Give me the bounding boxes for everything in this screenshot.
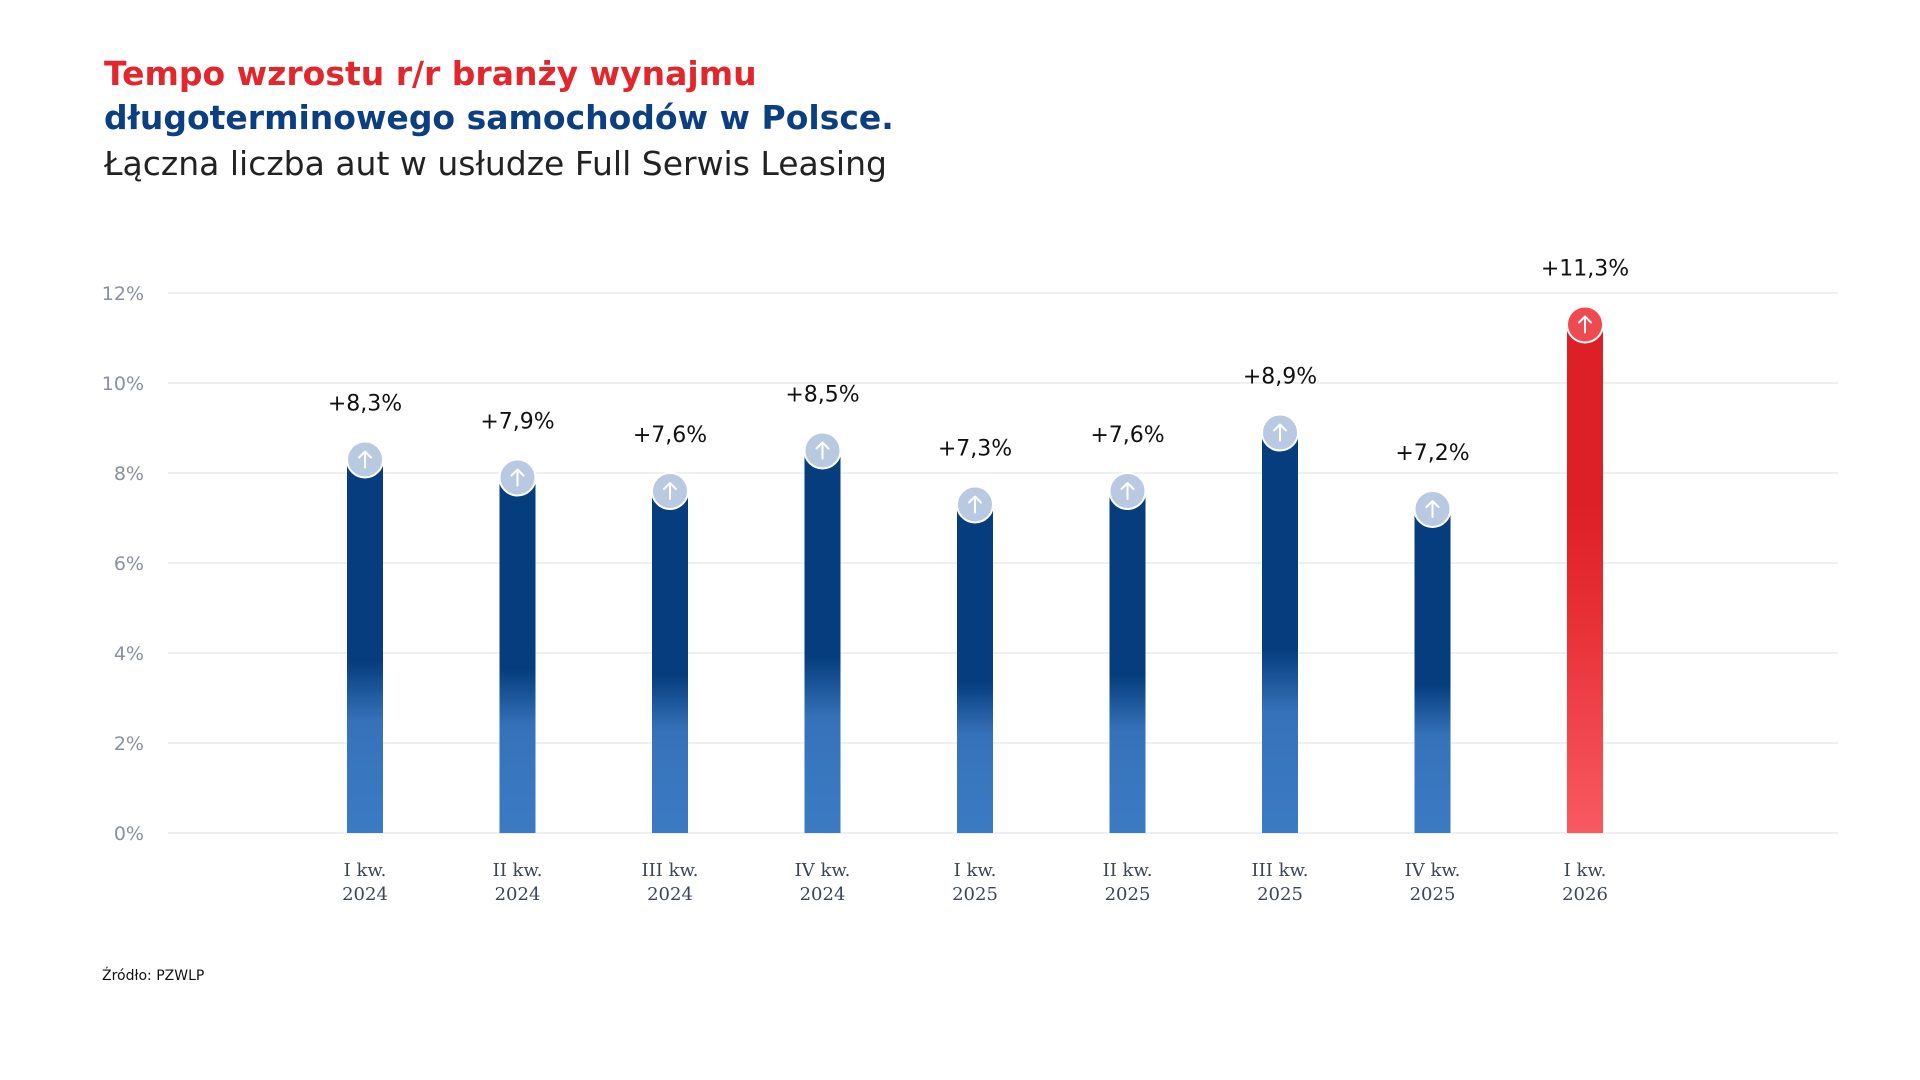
y-tick-label: 0% xyxy=(114,823,144,845)
arrow-up-icon xyxy=(1261,413,1299,452)
y-tick-label: 12% xyxy=(102,283,144,305)
arrow-up-icon xyxy=(498,458,537,497)
bar xyxy=(804,450,841,833)
x-tick-label-quarter: IV kw. xyxy=(1405,860,1461,881)
x-axis: I kw. 2024 II kw. 2024 III kw. 2024 IV kw. 2024… xyxy=(342,860,1608,905)
data-label: +8,3% xyxy=(328,392,402,417)
x-tick-label-year: 2026 xyxy=(1562,884,1608,905)
bar xyxy=(1567,324,1603,833)
x-tick-label-quarter: IV kw. xyxy=(795,860,851,881)
source-note: Źródło: PZWLP xyxy=(102,968,205,984)
x-tick-label-year: 2024 xyxy=(495,884,541,905)
y-tick-label: 6% xyxy=(114,553,144,575)
x-tick-label-quarter: I kw. xyxy=(954,860,997,881)
data-label: +7,9% xyxy=(480,410,554,435)
x-tick-label-quarter: II kw. xyxy=(1103,860,1153,881)
arrow-up-icon xyxy=(1108,472,1147,510)
bar xyxy=(347,459,383,833)
bar xyxy=(499,477,536,833)
x-tick-label-quarter: I kw. xyxy=(344,860,387,881)
x-tick-label-year: 2024 xyxy=(342,884,388,905)
chart-title-line-2: długoterminowego samochodów w Polsce. xyxy=(104,98,894,137)
x-tick-label-year: 2024 xyxy=(800,884,846,905)
x-tick-label-quarter: III kw. xyxy=(1252,860,1309,881)
title-block: Tempo wzrostu r/r branży wynajmu długote… xyxy=(104,52,894,188)
x-tick-label-year: 2025 xyxy=(952,884,998,905)
arrow-up-icon xyxy=(956,485,994,524)
x-tick-label-year: 2025 xyxy=(1410,884,1456,905)
chart-subtitle: Łączna liczba aut w usłudze Full Serwis … xyxy=(104,144,887,183)
bar xyxy=(957,504,993,833)
y-tick-label: 10% xyxy=(102,373,144,395)
data-label: +8,9% xyxy=(1243,365,1317,390)
bar xyxy=(1414,509,1451,833)
x-tick-label-year: 2025 xyxy=(1105,884,1151,905)
x-tick-label-quarter: I kw. xyxy=(1564,860,1607,881)
bars-layer xyxy=(346,305,1604,833)
data-label: +8,5% xyxy=(785,383,859,408)
y-axis: 0% 2% 4% 6% 8% 10% 12% xyxy=(102,283,144,845)
arrow-up-icon xyxy=(803,431,842,470)
y-tick-label: 4% xyxy=(114,643,144,665)
data-label: +7,6% xyxy=(1090,423,1164,448)
y-tick-label: 2% xyxy=(114,733,144,755)
data-label: +11,3% xyxy=(1541,257,1629,282)
y-tick-label: 8% xyxy=(114,463,144,485)
chart-title-line-1: Tempo wzrostu r/r branży wynajmu xyxy=(104,54,757,93)
x-tick-label-quarter: III kw. xyxy=(642,860,699,881)
bar xyxy=(652,491,688,833)
data-label: +7,6% xyxy=(633,423,707,448)
x-tick-label-quarter: II kw. xyxy=(493,860,543,881)
arrow-up-icon xyxy=(346,440,384,479)
data-label: +7,3% xyxy=(938,437,1012,462)
bar xyxy=(1109,491,1146,833)
x-tick-label-year: 2024 xyxy=(647,884,693,905)
labels-layer: +8,3% +7,9% +7,6% +8,5% +7,3% +7,6% +8,9% +7,2%… xyxy=(328,257,1629,467)
arrow-up-icon xyxy=(1566,305,1604,344)
x-tick-label-year: 2025 xyxy=(1257,884,1303,905)
arrow-up-icon xyxy=(651,472,689,510)
bar xyxy=(1262,432,1298,833)
data-label: +7,2% xyxy=(1395,441,1469,466)
arrow-up-icon xyxy=(1413,490,1452,528)
grid-layer xyxy=(168,292,1838,834)
